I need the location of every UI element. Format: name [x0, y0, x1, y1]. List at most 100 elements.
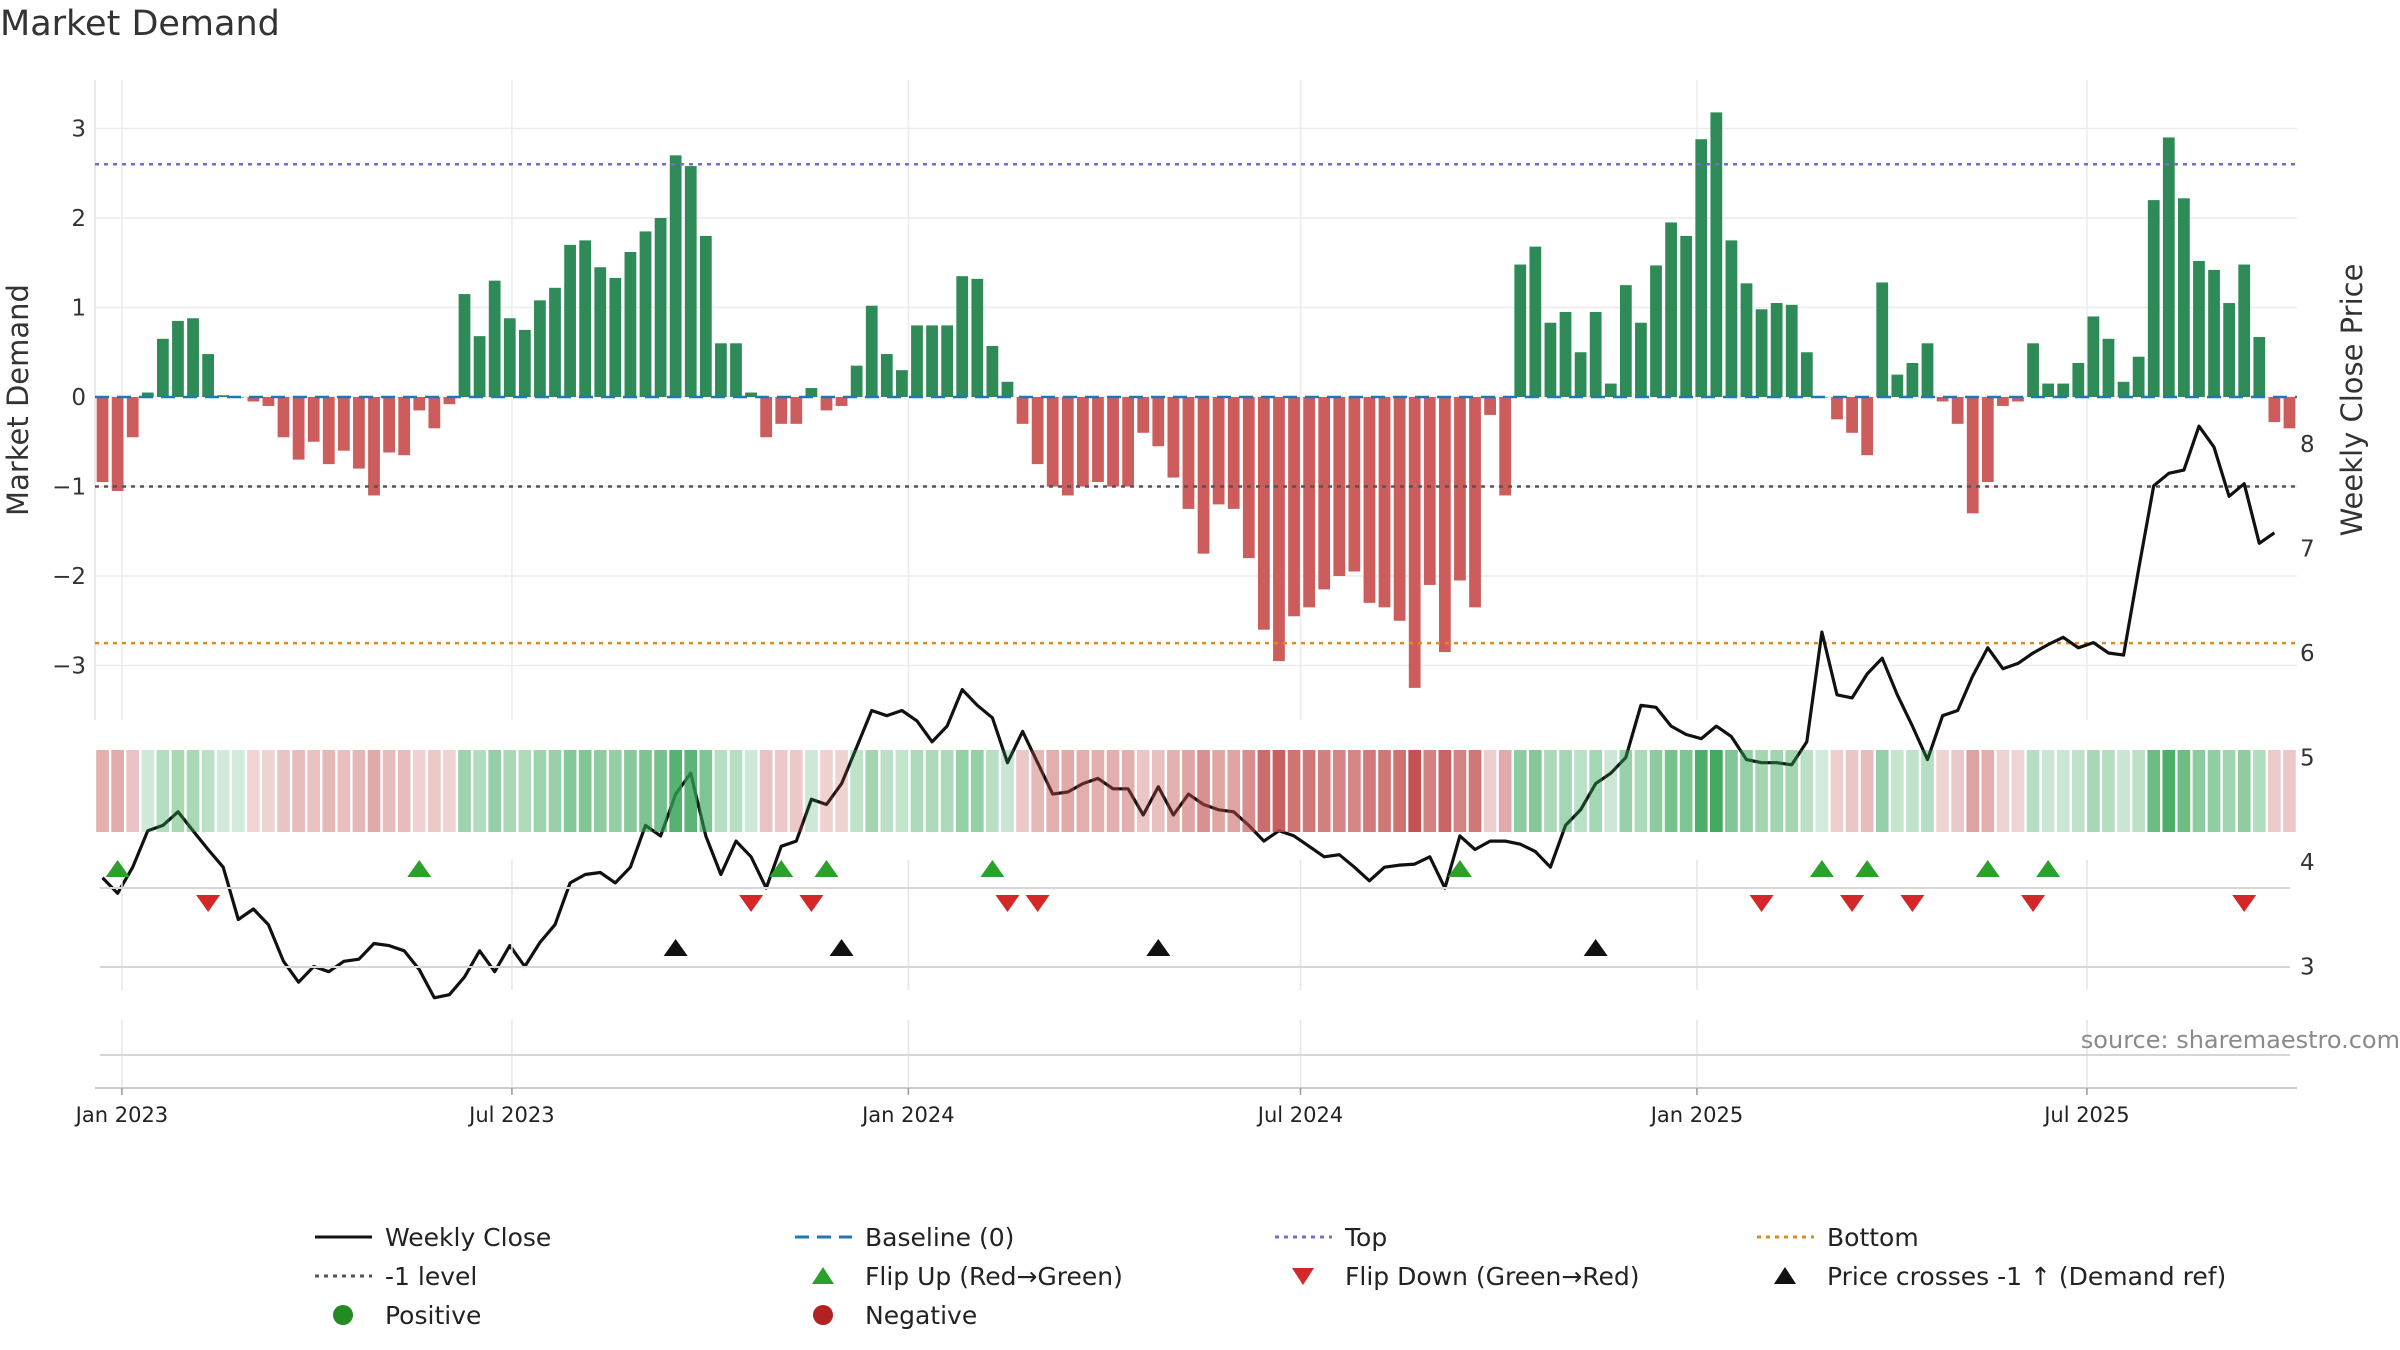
demand-bar — [2253, 337, 2266, 397]
legend-item: Weekly Close — [315, 1223, 551, 1252]
heat-cell — [2011, 750, 2025, 832]
heat-cell — [1860, 750, 1874, 832]
demand-bar — [503, 318, 516, 397]
heat-cell — [1921, 750, 1934, 832]
heat-cell — [1393, 750, 1406, 832]
demand-bars — [96, 112, 2296, 688]
demand-bar — [1152, 397, 1165, 447]
demand-bar — [1876, 282, 1889, 397]
heat-cell — [548, 750, 562, 832]
flip-down-marker — [739, 895, 764, 912]
demand-bar — [1242, 397, 1255, 559]
demand-bar — [911, 325, 923, 397]
demand-bar — [413, 397, 426, 411]
heat-cell — [1167, 750, 1180, 832]
demand-bar — [172, 320, 184, 397]
demand-bar — [353, 397, 365, 469]
demand-bar — [2268, 397, 2281, 423]
heat-cell — [307, 750, 321, 832]
heat-cell — [1332, 750, 1346, 832]
legend-label: -1 level — [385, 1262, 477, 1291]
flip-up-marker — [407, 860, 432, 877]
heat-cell — [352, 750, 366, 832]
demand-bar — [398, 397, 411, 456]
heat-cell — [2071, 750, 2085, 832]
legend-triangle-down-swatch — [1292, 1268, 1314, 1285]
heat-cell — [1770, 750, 1783, 832]
demand-bar — [1363, 397, 1376, 603]
heat-cell — [156, 750, 170, 832]
flip-down-marker — [799, 895, 824, 912]
x-tick-label: Jan 2024 — [860, 1103, 955, 1127]
demand-bar — [1031, 397, 1044, 465]
heat-cell — [1604, 750, 1618, 832]
demand-bar — [669, 155, 682, 397]
heat-cell — [865, 750, 879, 832]
heat-cell — [201, 750, 215, 832]
chart-title: Market Demand — [0, 4, 280, 44]
demand-bar — [549, 287, 561, 397]
demand-bar — [564, 244, 576, 397]
y-tick-label-right: 8 — [2300, 432, 2315, 458]
x-tick-label: Jul 2025 — [2042, 1103, 2129, 1127]
flip-down-marker — [1749, 895, 1774, 912]
demand-bar — [1454, 397, 1466, 581]
heat-cell — [1212, 750, 1225, 832]
y-tick-label-left: −2 — [52, 564, 86, 590]
heat-cell — [247, 750, 260, 832]
demand-bar — [1001, 381, 1014, 397]
legend-label: Price crosses -1 ↑ (Demand ref) — [1827, 1262, 2226, 1291]
legend-label: Top — [1344, 1223, 1387, 1252]
demand-bar — [1257, 397, 1270, 630]
demand-bar — [609, 277, 622, 397]
heat-cell — [1061, 750, 1075, 832]
flip-up-marker — [980, 860, 1005, 877]
heat-cell — [1408, 750, 1422, 832]
demand-bar — [2087, 316, 2100, 397]
heat-cell — [443, 750, 456, 832]
demand-bar — [2283, 397, 2296, 429]
demand-bar — [1770, 303, 1783, 397]
heat-cell — [2268, 750, 2281, 832]
flip-up-marker — [769, 860, 794, 877]
demand-bar — [1635, 322, 1647, 397]
heat-cell — [1302, 750, 1316, 832]
heat-cell — [2132, 750, 2145, 832]
demand-bar — [1107, 397, 1119, 487]
heat-cell — [759, 750, 773, 832]
demand-bar — [156, 338, 169, 397]
demand-bar — [880, 354, 893, 397]
demand-bar — [2147, 200, 2160, 397]
demand-bar — [368, 397, 380, 496]
heat-cell — [322, 750, 336, 832]
demand-bar — [2102, 338, 2115, 397]
demand-bar — [1273, 397, 1285, 662]
heat-cell — [1287, 750, 1301, 832]
demand-bar — [579, 240, 592, 397]
heat-cell — [1498, 750, 1512, 832]
demand-bar — [1167, 397, 1180, 478]
demand-bar — [1393, 397, 1406, 621]
flip-up-marker — [814, 860, 839, 877]
x-tick-label: Jan 2023 — [74, 1103, 169, 1127]
heat-cell — [458, 750, 471, 832]
demand-bar — [805, 388, 818, 397]
demand-bar — [292, 397, 305, 460]
heat-cell — [2237, 750, 2251, 832]
demand-bar — [96, 397, 109, 483]
heat-cell — [111, 750, 124, 832]
heat-cell — [2026, 750, 2040, 832]
heat-cell — [397, 750, 411, 832]
heat-cell — [171, 750, 185, 832]
heat-cell — [1348, 750, 1361, 832]
demand-bar — [1589, 311, 1602, 397]
demand-bar — [307, 397, 320, 442]
demand-bar — [684, 166, 697, 397]
demand-bar — [1137, 397, 1150, 433]
heat-cell — [1664, 750, 1678, 832]
heat-cell — [382, 750, 396, 832]
heat-cell — [503, 750, 517, 832]
y-tick-label-left: 0 — [71, 385, 86, 411]
heat-cell — [1468, 750, 1482, 832]
heat-cell — [2056, 750, 2070, 832]
